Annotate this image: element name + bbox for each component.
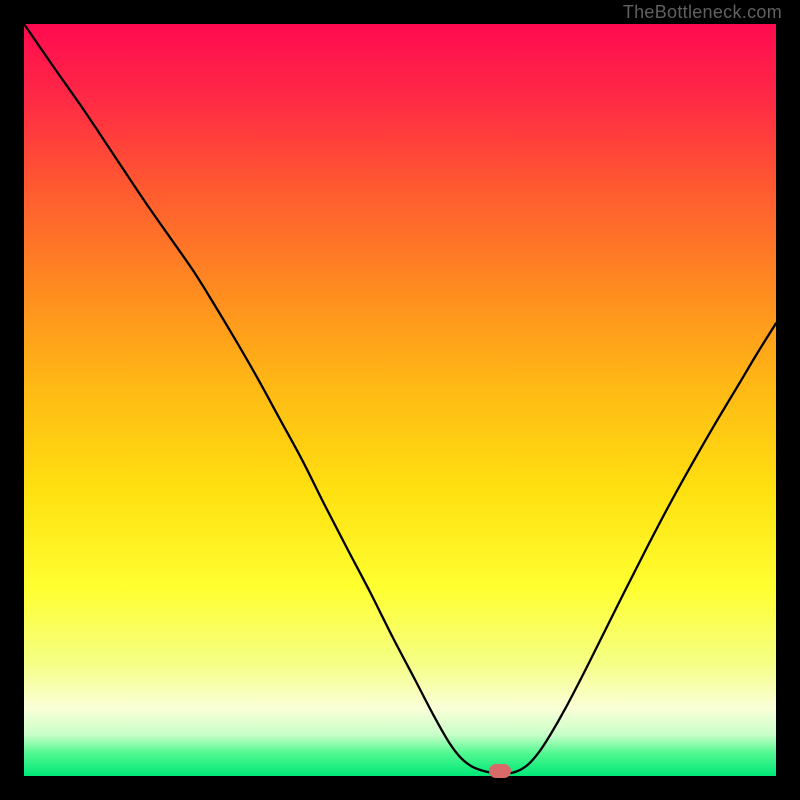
optimal-point-marker	[489, 764, 511, 778]
plot-area	[24, 24, 776, 776]
watermark-text: TheBottleneck.com	[623, 2, 782, 23]
bottleneck-curve	[24, 24, 776, 776]
